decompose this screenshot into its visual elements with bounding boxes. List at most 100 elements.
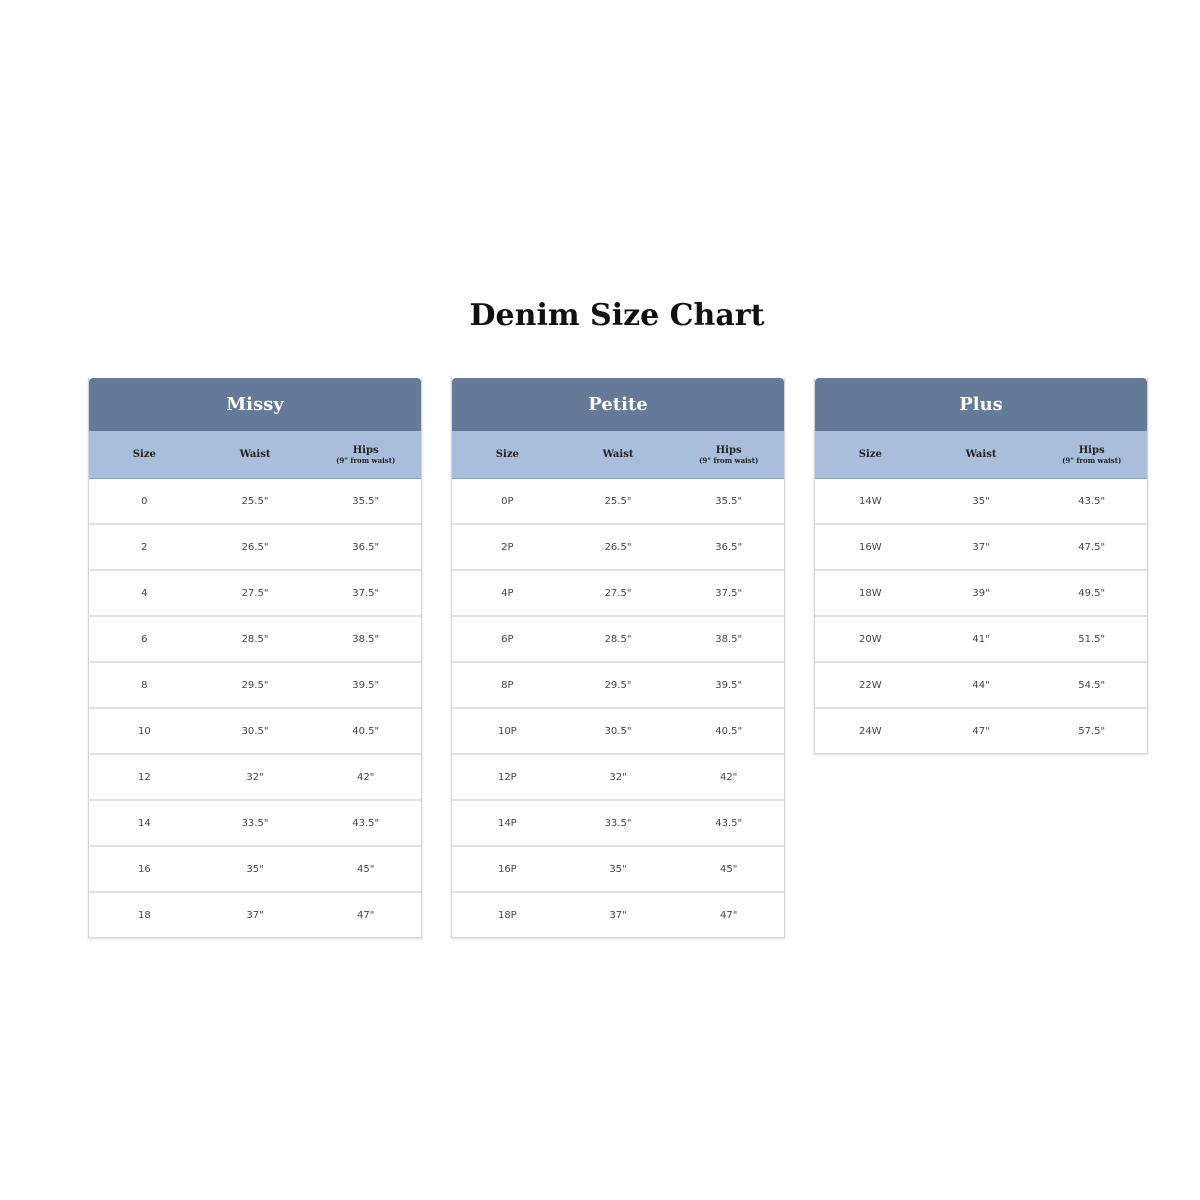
table-row: 18 37" 47" bbox=[89, 893, 421, 937]
header-waist: Waist bbox=[239, 449, 271, 460]
cell: 27.5" bbox=[604, 587, 632, 599]
cell: 38.5" bbox=[352, 633, 380, 645]
hips-note: (9" from waist) bbox=[1062, 455, 1122, 465]
header-hips: Hips (9" from waist) bbox=[1036, 445, 1147, 465]
cell: 6 bbox=[141, 633, 148, 645]
cell: 45" bbox=[720, 863, 738, 875]
table-title: Petite bbox=[452, 378, 784, 431]
cell: 35" bbox=[246, 863, 264, 875]
cell: 18P bbox=[497, 909, 517, 921]
cell: 54.5" bbox=[1078, 679, 1106, 691]
cell: 38.5" bbox=[715, 633, 743, 645]
cell: 4 bbox=[141, 587, 148, 599]
cell: 12P bbox=[497, 771, 517, 783]
cell: 43.5" bbox=[352, 817, 380, 829]
cell: 36.5" bbox=[715, 541, 743, 553]
cell: 8P bbox=[501, 679, 514, 691]
table-row: 10 30.5" 40.5" bbox=[89, 709, 421, 755]
cell: 2P bbox=[501, 541, 514, 553]
cell: 26.5" bbox=[604, 541, 632, 553]
table-row: 22W 44" 54.5" bbox=[815, 663, 1147, 709]
table-row: 8 29.5" 39.5" bbox=[89, 663, 421, 709]
cell: 45" bbox=[357, 863, 375, 875]
cell: 10 bbox=[137, 725, 151, 737]
cell: 22W bbox=[859, 679, 882, 691]
table-row: 14 33.5" 43.5" bbox=[89, 801, 421, 847]
header-size: Size bbox=[858, 449, 882, 460]
table-row: 18W 39" 49.5" bbox=[815, 571, 1147, 617]
cell: 29.5" bbox=[604, 679, 632, 691]
header-hips: Hips (9" from waist) bbox=[310, 445, 421, 465]
cell: 14W bbox=[859, 495, 882, 507]
cell: 16P bbox=[497, 863, 517, 875]
table-row: 6 28.5" 38.5" bbox=[89, 617, 421, 663]
cell: 44" bbox=[972, 679, 990, 691]
cell: 32" bbox=[609, 771, 627, 783]
table-row: 0P 25.5" 35.5" bbox=[452, 479, 784, 525]
cell: 25.5" bbox=[604, 495, 632, 507]
table-row: 0 25.5" 35.5" bbox=[89, 479, 421, 525]
cell: 30.5" bbox=[241, 725, 269, 737]
column-headers: Size Waist Hips (9" from waist) bbox=[452, 431, 784, 479]
table-row: 16W 37" 47.5" bbox=[815, 525, 1147, 571]
cell: 35.5" bbox=[715, 495, 743, 507]
table-row: 14P 33.5" 43.5" bbox=[452, 801, 784, 847]
cell: 20W bbox=[859, 633, 882, 645]
cell: 39.5" bbox=[715, 679, 743, 691]
size-table-petite: Petite Size Waist Hips (9" from waist) 0P… bbox=[451, 378, 785, 938]
cell: 16W bbox=[859, 541, 882, 553]
cell: 29.5" bbox=[241, 679, 269, 691]
table-title: Missy bbox=[89, 378, 421, 431]
page-title: Denim Size Chart bbox=[469, 298, 765, 333]
table-row: 16 35" 45" bbox=[89, 847, 421, 893]
header-size: Size bbox=[495, 449, 519, 460]
cell: 47.5" bbox=[1078, 541, 1106, 553]
cell: 10P bbox=[497, 725, 517, 737]
cell: 36.5" bbox=[352, 541, 380, 553]
hips-label: Hips bbox=[1078, 444, 1105, 456]
size-table-plus: Plus Size Waist Hips (9" from waist) 14W 3… bbox=[814, 378, 1148, 754]
table-row: 20W 41" 51.5" bbox=[815, 617, 1147, 663]
table-row: 2 26.5" 36.5" bbox=[89, 525, 421, 571]
cell: 37" bbox=[972, 541, 990, 553]
table-row: 4 27.5" 37.5" bbox=[89, 571, 421, 617]
cell: 39.5" bbox=[352, 679, 380, 691]
cell: 6P bbox=[501, 633, 514, 645]
cell: 40.5" bbox=[352, 725, 380, 737]
hips-label: Hips bbox=[352, 444, 379, 456]
size-table-missy: Missy Size Waist Hips (9" from waist) 0 25… bbox=[88, 378, 422, 938]
cell: 49.5" bbox=[1078, 587, 1106, 599]
cell: 37.5" bbox=[352, 587, 380, 599]
hips-note: (9" from waist) bbox=[699, 455, 759, 465]
header-hips: Hips (9" from waist) bbox=[673, 445, 784, 465]
cell: 37" bbox=[609, 909, 627, 921]
cell: 0P bbox=[501, 495, 514, 507]
cell: 33.5" bbox=[241, 817, 269, 829]
cell: 41" bbox=[972, 633, 990, 645]
cell: 33.5" bbox=[604, 817, 632, 829]
cell: 12 bbox=[137, 771, 151, 783]
cell: 47" bbox=[720, 909, 738, 921]
cell: 24W bbox=[859, 725, 882, 737]
cell: 57.5" bbox=[1078, 725, 1106, 737]
cell: 28.5" bbox=[241, 633, 269, 645]
table-row: 6P 28.5" 38.5" bbox=[452, 617, 784, 663]
table-row: 18P 37" 47" bbox=[452, 893, 784, 937]
table-row: 10P 30.5" 40.5" bbox=[452, 709, 784, 755]
column-headers: Size Waist Hips (9" from waist) bbox=[89, 431, 421, 479]
cell: 40.5" bbox=[715, 725, 743, 737]
cell: 51.5" bbox=[1078, 633, 1106, 645]
cell: 37.5" bbox=[715, 587, 743, 599]
cell: 35.5" bbox=[352, 495, 380, 507]
cell: 35" bbox=[972, 495, 990, 507]
table-row: 2P 26.5" 36.5" bbox=[452, 525, 784, 571]
cell: 42" bbox=[357, 771, 375, 783]
cell: 47" bbox=[972, 725, 990, 737]
cell: 2 bbox=[141, 541, 148, 553]
cell: 16 bbox=[137, 863, 151, 875]
table-row: 12 32" 42" bbox=[89, 755, 421, 801]
cell: 39" bbox=[972, 587, 990, 599]
cell: 43.5" bbox=[715, 817, 743, 829]
cell: 42" bbox=[720, 771, 738, 783]
table-row: 12P 32" 42" bbox=[452, 755, 784, 801]
